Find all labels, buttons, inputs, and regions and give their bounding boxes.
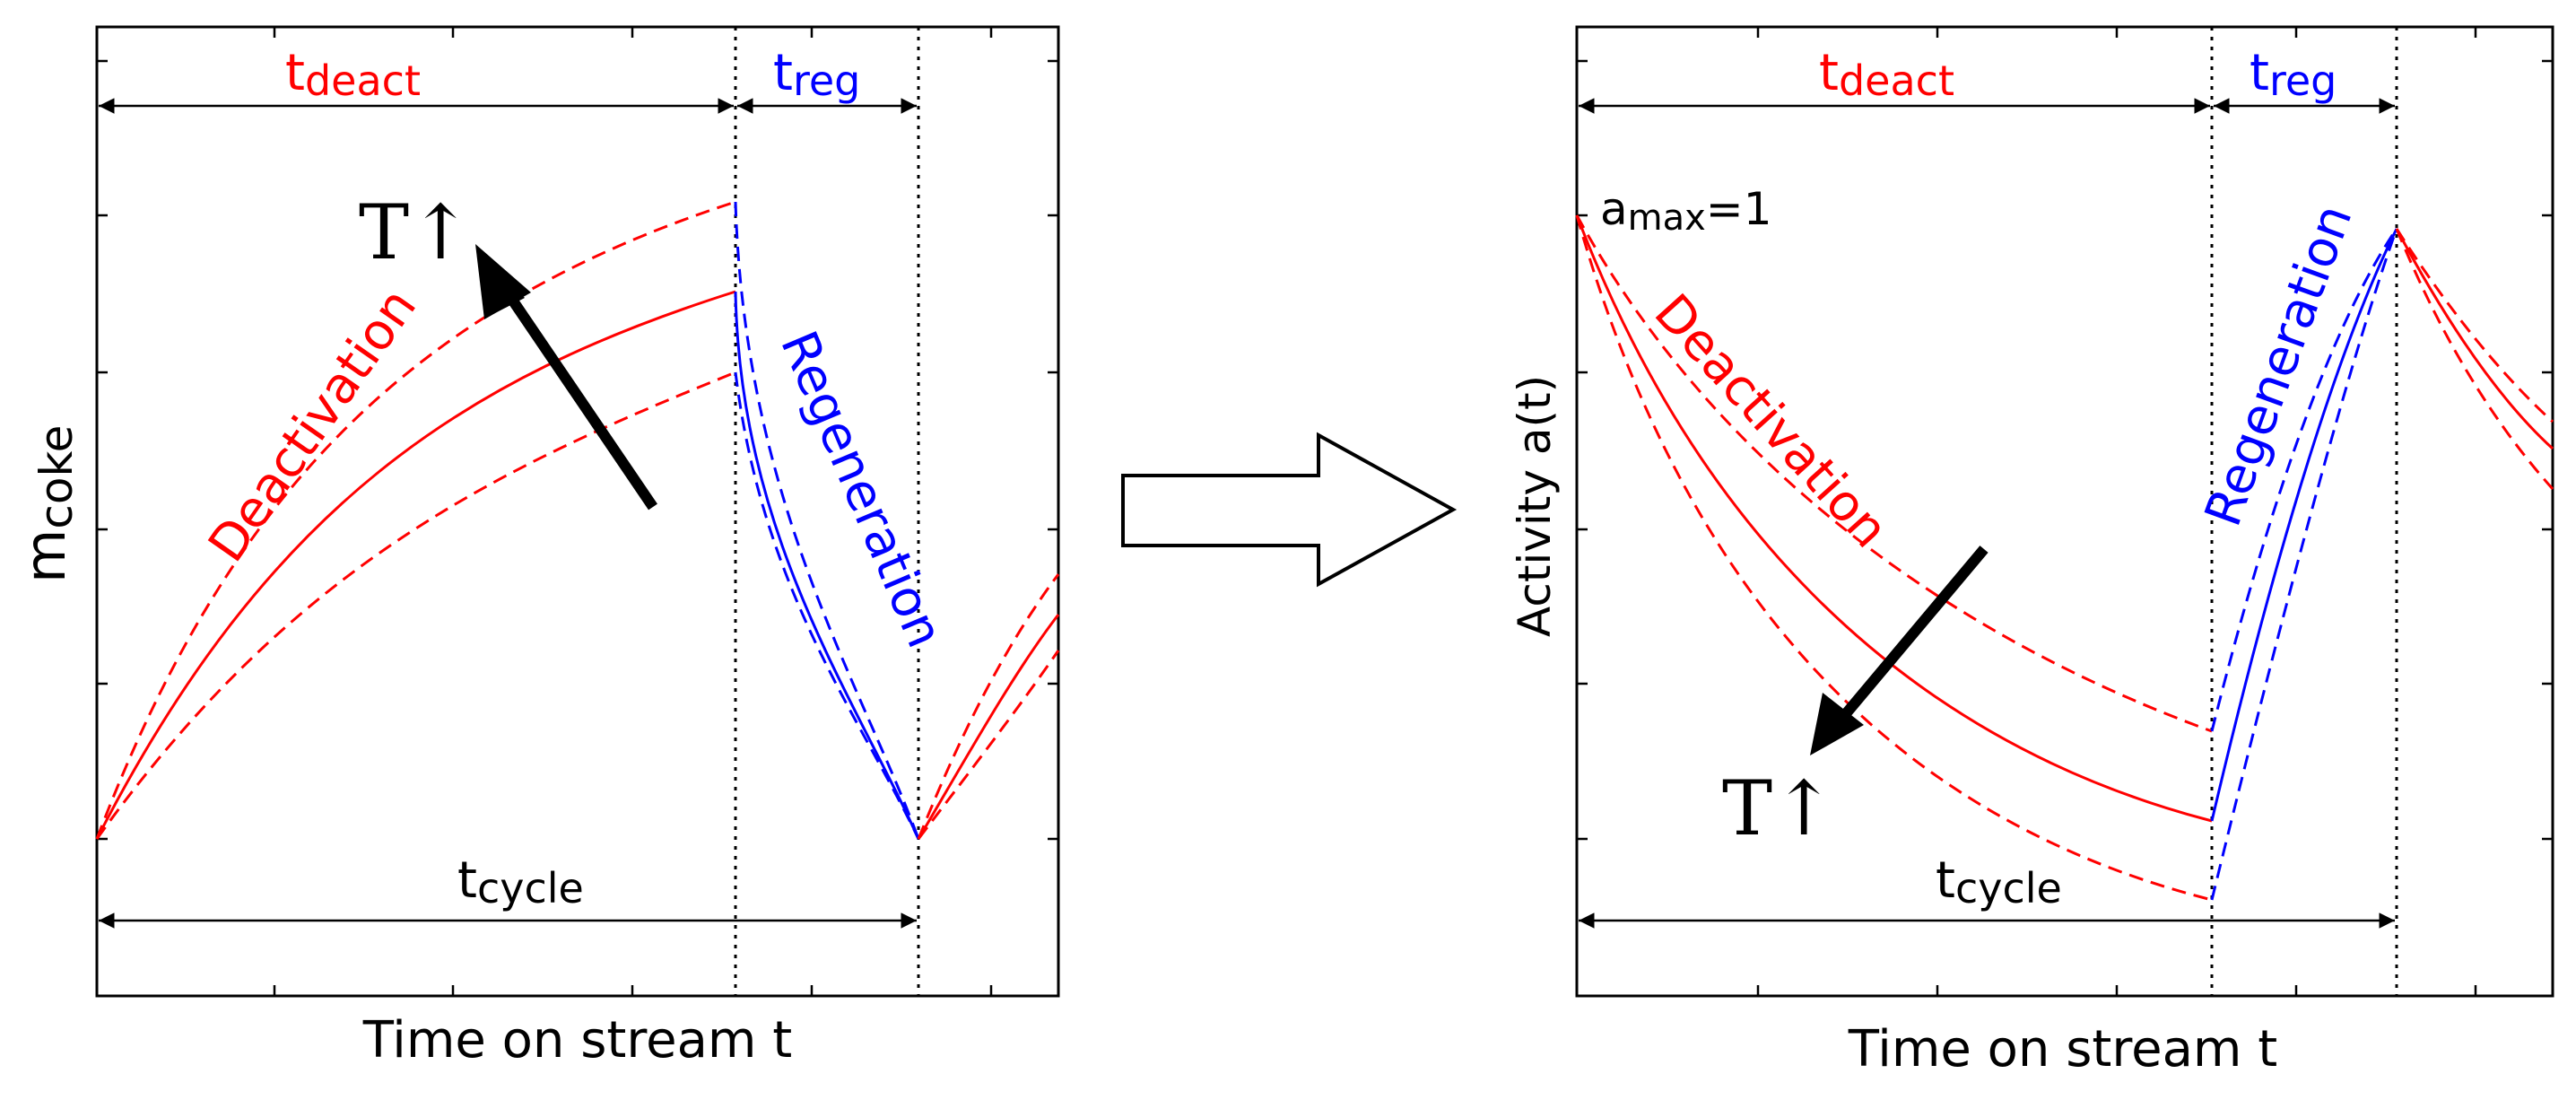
right-panel: tdeact treg tcycle amax=1 T↑ Deactivatio… (1509, 25, 2554, 1078)
right-t-cycle-label: tcycle (1936, 851, 2062, 912)
left-next-cycle-curves (917, 573, 1060, 840)
right-deactivation-curve-high-t (1575, 214, 2213, 902)
left-deactivation-curve-high-t (95, 200, 736, 840)
left-y-axis-label: mcoke (13, 425, 83, 583)
left-deactivation-curves (95, 200, 736, 840)
left-panel: tdeact treg tcycle T↑ Deactivation Regen… (13, 25, 1060, 1069)
left-regeneration-curve-high-t (734, 201, 920, 840)
right-regeneration-curves (2210, 228, 2398, 901)
right-regeneration-curve-low-t (2210, 228, 2398, 732)
left-x-axis-label: Time on stream t (362, 1011, 792, 1069)
left-regeneration-curve-low-t (734, 371, 920, 840)
left-axis-ticks (97, 27, 1058, 996)
right-next-cycle-curves (2395, 228, 2554, 490)
left-deactivation-label: Deactivation (197, 278, 428, 572)
left-regeneration-curves (734, 201, 920, 840)
right-amax-label: amax=1 (1600, 183, 1772, 239)
right-x-axis-label: Time on stream t (1848, 1020, 2277, 1078)
right-t-reg-label: treg (2250, 44, 2337, 105)
hollow-right-arrow-icon (1121, 432, 1458, 588)
left-temperature-trend-arrow (487, 266, 657, 511)
right-temperature-arrowhead (1810, 693, 1864, 755)
left-regeneration-curve-mid-t (734, 291, 920, 840)
right-deactivation-curve-mid-t (1575, 214, 2213, 823)
left-t-cycle-label: tcycle (457, 851, 584, 912)
left-t-reg-label: treg (773, 44, 860, 105)
right-t-deact-label: tdeact (1819, 44, 1954, 105)
left-deactivation-curve-mid-t (95, 290, 736, 840)
right-regeneration-label: Regeneration (2194, 197, 2363, 534)
left-t-deact-label: tdeact (285, 44, 421, 105)
right-temperature-label: T↑ (1722, 764, 1835, 852)
right-plot-frame (1575, 25, 2554, 998)
right-axis-ticks (1577, 27, 2553, 996)
left-deactivation-curve-low-t (95, 371, 736, 840)
left-plot-frame (95, 25, 1060, 998)
right-regeneration-curve-mid-t (2210, 228, 2398, 822)
right-regeneration-curve-high-t (2210, 228, 2398, 901)
left-regeneration-label: Regeneration (769, 323, 954, 656)
right-temperature-trend-arrow (1834, 546, 1989, 726)
right-y-axis-label: Activity a(t) (1509, 375, 1561, 637)
right-deactivation-curves (1575, 214, 2213, 902)
left-temperature-label: T↑ (359, 188, 472, 276)
right-deactivation-curve-low-t (1575, 214, 2213, 733)
right-deactivation-label: Deactivation (1643, 284, 1900, 559)
